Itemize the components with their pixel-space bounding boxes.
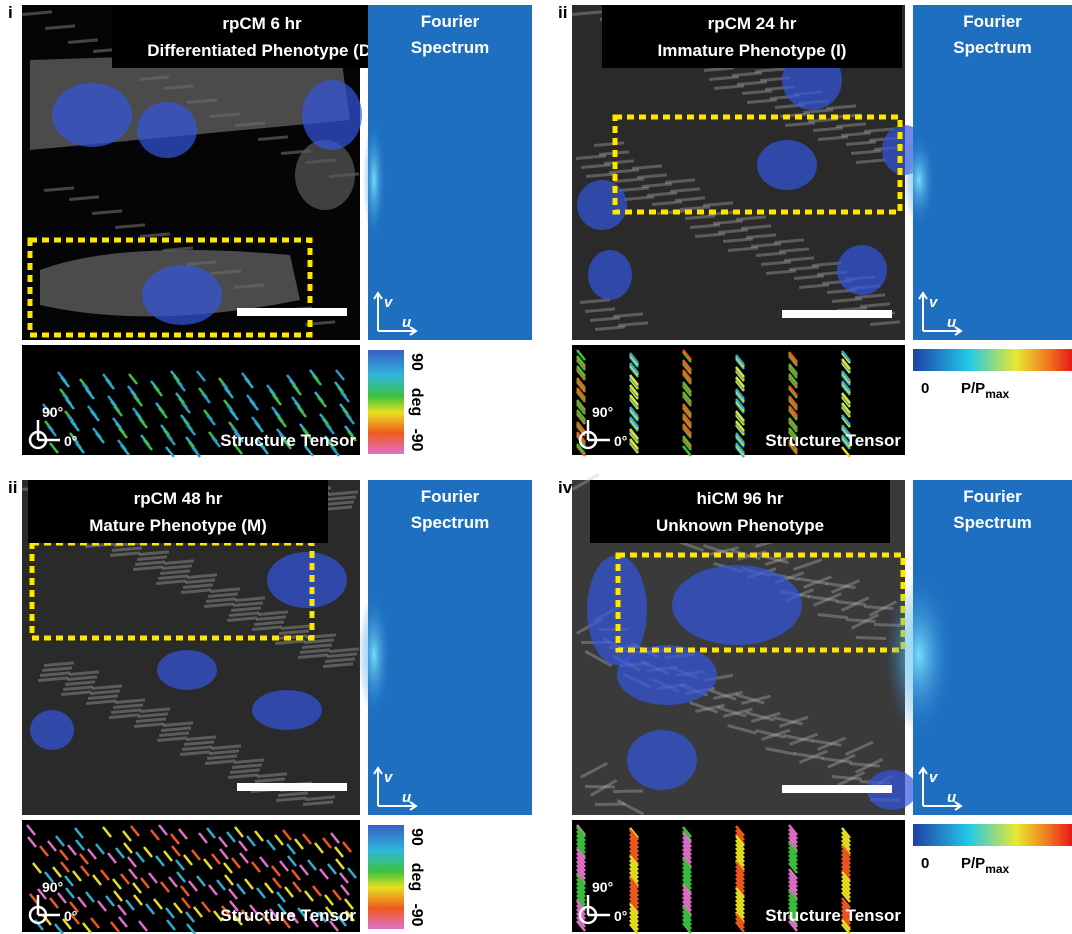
nucleus bbox=[267, 552, 347, 608]
spectrum-signal bbox=[886, 575, 953, 735]
colorbar-label-main: P/P bbox=[961, 855, 985, 872]
colorbar-zero: 0 bbox=[921, 855, 929, 872]
panel-label: iv bbox=[558, 478, 573, 497]
panel: ii rpCM 24 hr Immature Phenotype (I) Fourie… bbox=[558, 3, 1072, 457]
tensor-title: Structure Tensor bbox=[765, 431, 901, 450]
nucleus bbox=[142, 265, 222, 325]
tensor-title: Structure Tensor bbox=[765, 906, 901, 925]
panel: iv hiCM 96 hr Unknown Phenotype Fourier Spec… bbox=[558, 473, 1072, 934]
colorbar-label: P/Pmax bbox=[961, 380, 1010, 401]
panel-title: rpCM 48 hr bbox=[134, 489, 223, 508]
tensor-0: 0° bbox=[64, 433, 77, 449]
tensor-90: 90° bbox=[42, 879, 63, 895]
panel-title: rpCM 6 hr bbox=[222, 14, 302, 33]
panel-title: rpCM 24 hr bbox=[708, 14, 797, 33]
colorbar-label-sub: max bbox=[985, 387, 1009, 401]
axis-u: u bbox=[402, 789, 411, 806]
panel: i rpCM 6 hr Differentiated Phenotype (D) Fo… bbox=[8, 3, 532, 457]
colorbar-label: -90 bbox=[408, 428, 425, 451]
panel-title: hiCM 96 hr bbox=[697, 489, 784, 508]
scale-bar bbox=[237, 783, 347, 791]
tensor-90: 90° bbox=[592, 879, 613, 895]
panel-title: Mature Phenotype (M) bbox=[89, 516, 267, 535]
panel-label: ii bbox=[558, 3, 567, 22]
nucleus bbox=[627, 730, 697, 790]
nucleus bbox=[837, 245, 887, 295]
axis-u: u bbox=[947, 314, 956, 331]
colorbar-label: 90 bbox=[408, 353, 425, 371]
tensor-title: Structure Tensor bbox=[220, 431, 356, 450]
tensor-0: 0° bbox=[614, 433, 627, 449]
fiber bbox=[613, 789, 643, 793]
nucleus bbox=[672, 565, 802, 645]
nucleus bbox=[588, 250, 632, 300]
tensor-0: 0° bbox=[614, 908, 627, 924]
nucleus bbox=[52, 83, 132, 147]
spectrum-signal bbox=[358, 595, 390, 715]
fourier-title: Fourier bbox=[963, 12, 1022, 31]
scale-bar bbox=[782, 785, 892, 793]
tensor-title: Structure Tensor bbox=[220, 906, 356, 925]
panel-title: Differentiated Phenotype (D) bbox=[147, 41, 377, 60]
colorbar-label: -90 bbox=[408, 903, 425, 926]
fourier-title: Spectrum bbox=[953, 38, 1031, 57]
colorbar-label-main: P/P bbox=[961, 380, 985, 397]
colorbar-zero: 0 bbox=[921, 380, 929, 397]
power-colorbar bbox=[913, 349, 1072, 371]
tensor-0: 0° bbox=[64, 908, 77, 924]
fourier-title: Fourier bbox=[421, 487, 480, 506]
panel-title: Unknown Phenotype bbox=[656, 516, 824, 535]
fiber bbox=[585, 785, 615, 789]
colorbar-label: deg bbox=[408, 388, 425, 416]
spectrum-signal bbox=[363, 120, 385, 240]
fourier-title: Spectrum bbox=[411, 513, 489, 532]
nucleus bbox=[577, 180, 627, 230]
nucleus bbox=[252, 690, 322, 730]
nucleus bbox=[157, 650, 217, 690]
angle-colorbar bbox=[368, 350, 404, 454]
cell bbox=[295, 140, 355, 210]
colorbar-label: 90 bbox=[408, 828, 425, 846]
axis-u: u bbox=[402, 314, 411, 331]
scale-bar bbox=[782, 310, 892, 318]
spectrum-signal bbox=[903, 135, 935, 225]
fourier-title: Spectrum bbox=[953, 513, 1031, 532]
figure: i rpCM 6 hr Differentiated Phenotype (D) Fo… bbox=[0, 0, 1072, 934]
tensor-90: 90° bbox=[592, 404, 613, 420]
fourier-title: Spectrum bbox=[411, 38, 489, 57]
colorbar-label-sub: max bbox=[985, 862, 1009, 876]
axis-u: u bbox=[947, 789, 956, 806]
colorbar-label: deg bbox=[408, 863, 425, 891]
nucleus bbox=[30, 710, 74, 750]
panel-label: ii bbox=[8, 478, 17, 497]
nucleus bbox=[137, 102, 197, 158]
scale-bar bbox=[237, 308, 347, 316]
fourier-title: Fourier bbox=[421, 12, 480, 31]
tensor-90: 90° bbox=[42, 404, 63, 420]
power-colorbar bbox=[913, 824, 1072, 846]
nucleus bbox=[302, 80, 362, 150]
fourier-title: Fourier bbox=[963, 487, 1022, 506]
panel: ii rpCM 48 hr Mature Phenotype (M) Fourier S… bbox=[8, 478, 532, 934]
colorbar-label: P/Pmax bbox=[961, 855, 1010, 876]
angle-colorbar bbox=[368, 825, 404, 929]
nucleus bbox=[757, 140, 817, 190]
panel-label: i bbox=[8, 3, 13, 22]
panel-title: Immature Phenotype (I) bbox=[658, 41, 847, 60]
